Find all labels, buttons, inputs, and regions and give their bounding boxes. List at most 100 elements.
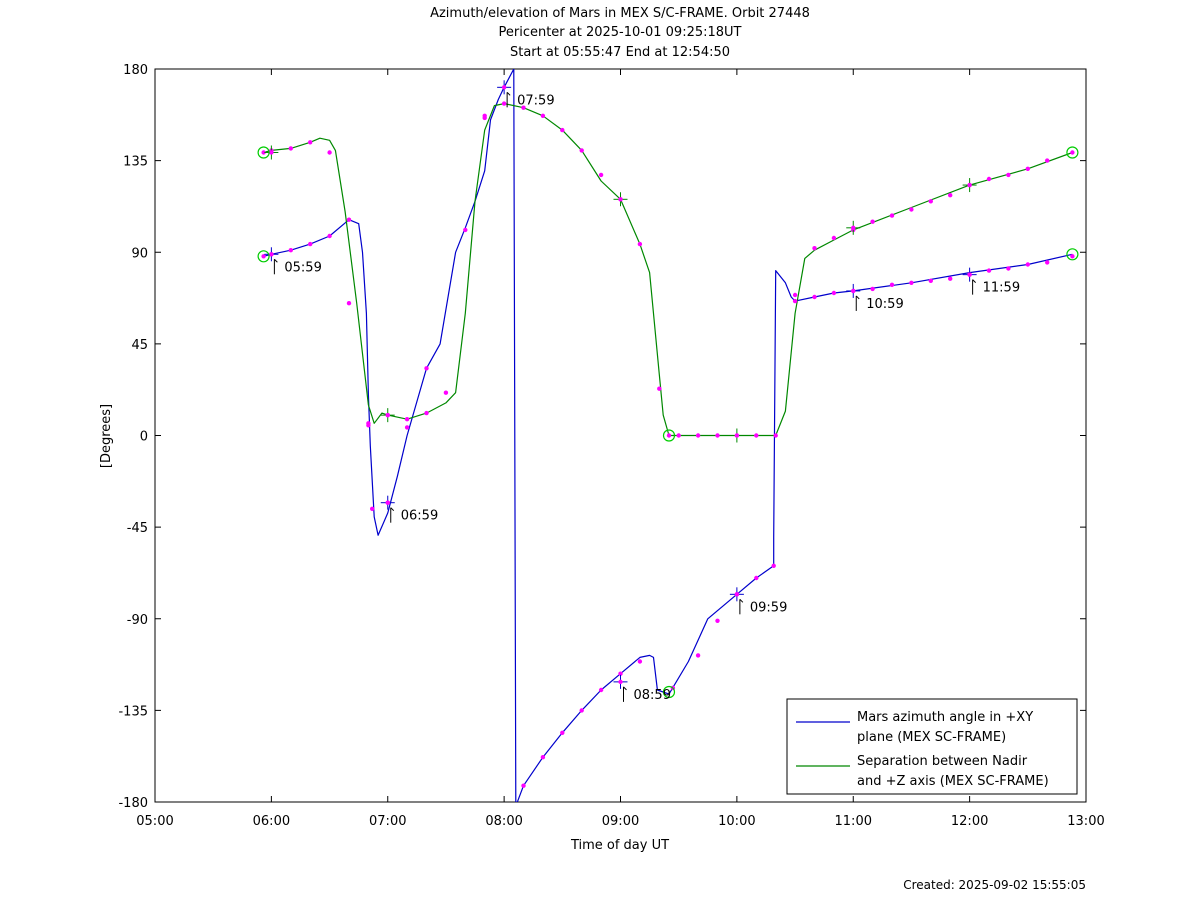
hour-cross-dot-2 xyxy=(501,85,507,90)
azimuth-marker-29 xyxy=(870,286,875,292)
separation-marker-21 xyxy=(657,386,662,391)
hour-cross-dot-5 xyxy=(851,288,856,294)
azimuth-marker-27 xyxy=(831,290,837,296)
azimuth-marker-30 xyxy=(889,282,895,287)
azimuth-marker-39 xyxy=(1070,254,1075,259)
separation-marker-8 xyxy=(404,417,410,422)
hour-tick-hook-1 xyxy=(390,507,395,512)
azimuth-marker-16 xyxy=(598,687,604,693)
annotation-layer: 05:59 06:59 07:59 08:59 09:59 10:59 11:59 xyxy=(273,91,1020,703)
event-circle-4 xyxy=(1066,146,1079,159)
y-tick-label-6: -90 xyxy=(127,613,148,628)
hour-label-6: 11:59 xyxy=(983,281,1020,296)
hour-label-5: 10:59 xyxy=(866,297,903,312)
hour-tick-hook-2 xyxy=(506,91,511,96)
azimuth-marker-26 xyxy=(812,294,817,300)
separation-marker-27 xyxy=(754,433,759,438)
azimuth-marker-0 xyxy=(261,254,266,259)
legend: Mars azimuth angle in +XY plane (MEX SC-… xyxy=(786,698,1078,795)
azimuth-marker-7 xyxy=(370,506,375,511)
azimuth-marker-31 xyxy=(909,280,914,285)
azimuth-marker-24 xyxy=(771,563,776,568)
separation-marker-20 xyxy=(637,241,643,247)
separation-marker-36 xyxy=(928,199,933,204)
azimuth-marker-12 xyxy=(521,783,526,788)
hour-label-2: 07:59 xyxy=(517,93,554,108)
separation-marker-11 xyxy=(463,227,468,233)
x-tick-label-1: 06:00 xyxy=(253,814,290,829)
azimuth-marker-3 xyxy=(308,241,313,247)
azimuth-marker-20 xyxy=(695,653,701,658)
separation-marker-28 xyxy=(773,433,778,438)
event-circle-0 xyxy=(257,146,270,159)
legend-label-separation-line-2: and +Z axis (MEX SC-FRAME) xyxy=(857,774,1049,789)
axes: 05:00 06:00 07:00 08:00 09:00 10:00 11:00 12:00… xyxy=(118,63,1104,829)
x-tick-label-8: 13:00 xyxy=(1067,814,1104,829)
legend-label-separation-line-1: Separation between Nadir xyxy=(857,754,1028,769)
separation-marker-29 xyxy=(792,292,798,298)
azimuth-marker-36 xyxy=(1006,266,1011,271)
separation-marker-31 xyxy=(831,235,837,241)
azimuth-marker-13 xyxy=(540,755,546,760)
separation-marker-42 xyxy=(1045,158,1050,163)
azimuth-marker-23 xyxy=(754,575,759,581)
hour-cross-dot-10 xyxy=(734,433,740,438)
x-tick-label-3: 08:00 xyxy=(485,814,522,829)
hour-cross-dot-6 xyxy=(967,272,972,277)
separation-series-line xyxy=(263,102,1073,437)
y-tick-label-4: 0 xyxy=(140,430,148,445)
x-tick-label-5: 10:00 xyxy=(718,814,755,829)
separation-marker-16 xyxy=(560,127,565,133)
azimuth-marker-37 xyxy=(1025,262,1031,267)
marker-layer xyxy=(257,80,1079,788)
hour-tick-hook-3 xyxy=(623,686,627,691)
hour-cross-dot-4 xyxy=(734,592,740,597)
hour-label-3: 08:59 xyxy=(634,688,671,703)
separation-marker-2 xyxy=(288,146,293,151)
separation-marker-13 xyxy=(501,101,507,106)
chart-title-line-1: Azimuth/elevation of Mars in MEX S/C-FRA… xyxy=(430,6,810,21)
separation-marker-43 xyxy=(1070,150,1075,155)
hour-cross-dot-1 xyxy=(385,500,390,505)
separation-marker-15 xyxy=(540,113,546,119)
hour-tick-hook-0 xyxy=(274,258,278,263)
separation-marker-25 xyxy=(715,433,720,438)
x-tick-label-6: 11:00 xyxy=(835,814,872,829)
azimuth-marker-17 xyxy=(618,671,623,676)
separation-marker-4 xyxy=(327,150,332,155)
separation-marker-35 xyxy=(909,207,914,212)
y-axis-label: [Degrees] xyxy=(99,404,114,468)
y-tick-label-7: -135 xyxy=(118,704,148,719)
hour-cross-dot-7 xyxy=(269,150,274,155)
azimuth-marker-9 xyxy=(404,425,410,430)
azimuth-marker-15 xyxy=(579,708,584,713)
chart-title-line-2: Pericenter at 2025-10-01 09:25:18UT xyxy=(498,25,741,40)
x-tick-label-2: 07:00 xyxy=(369,814,406,829)
created-timestamp: Created: 2025-09-02 15:55:05 xyxy=(903,878,1086,892)
legend-label-azimuth-line-2: plane (MEX SC-FRAME) xyxy=(857,730,1006,745)
legend-box xyxy=(786,698,1078,795)
chart-title-line-3: Start at 05:55:47 End at 12:54:50 xyxy=(510,45,730,60)
separation-marker-9 xyxy=(424,410,429,416)
event-circle-1 xyxy=(257,250,270,263)
separation-marker-40 xyxy=(1006,172,1011,178)
y-tick-label-2: 90 xyxy=(131,246,148,261)
separation-marker-23 xyxy=(676,433,681,438)
azimuth-marker-5 xyxy=(346,217,352,222)
hour-cross-dot-8 xyxy=(385,412,390,418)
separation-marker-34 xyxy=(889,213,895,218)
x-axis-label: Time of day UT xyxy=(570,838,669,853)
separation-marker-12 xyxy=(482,115,487,121)
chart-title: Azimuth/elevation of Mars in MEX S/C-FRA… xyxy=(430,6,810,60)
hour-cross-dot-12 xyxy=(967,182,972,188)
event-circle-3 xyxy=(662,685,676,699)
hour-label-0: 05:59 xyxy=(284,260,321,275)
separation-marker-24 xyxy=(695,433,701,438)
y-tick-label-3: 45 xyxy=(131,338,148,353)
azimuth-marker-38 xyxy=(1045,260,1050,265)
plot-area xyxy=(154,68,1087,803)
separation-marker-14 xyxy=(521,105,526,110)
x-tick-label-0: 05:00 xyxy=(136,814,173,829)
azimuth-marker-14 xyxy=(560,730,565,735)
